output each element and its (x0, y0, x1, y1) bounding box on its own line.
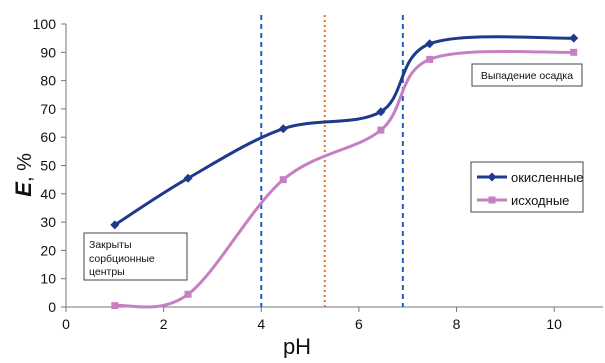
data-point-square (426, 55, 434, 63)
y-tick-label: 10 (40, 271, 56, 287)
legend-label-original: исходные (511, 193, 569, 208)
y-axis: 0 10 20 30 40 50 60 70 80 90 100 (33, 16, 67, 315)
x-axis-label: pH (283, 334, 311, 358)
x-tick-label: 4 (257, 316, 265, 332)
data-point-diamond (183, 173, 193, 183)
data-point-diamond (425, 39, 435, 49)
annotation-precipitation: Выпадение осадка (471, 63, 583, 87)
data-point-square (184, 290, 192, 298)
legend: окисленные исходные (470, 161, 584, 213)
data-point-diamond (110, 220, 120, 230)
y-axis-label-unit: , % (14, 153, 36, 182)
data-point-square (111, 302, 119, 310)
y-tick-label: 30 (40, 214, 56, 230)
annotation-precipitation-text: Выпадение осадка (481, 70, 573, 82)
annotation-closed-sites-text: Закрыты сорбционные центры (89, 239, 158, 278)
x-tick-label: 6 (355, 316, 363, 332)
y-tick-label: 80 (40, 73, 56, 89)
x-tick-label: 10 (546, 316, 562, 332)
reference-lines (260, 15, 404, 307)
x-axis: 0 2 4 6 8 10 (62, 306, 603, 332)
data-point-square (377, 126, 385, 134)
y-tick-label: 20 (40, 242, 56, 258)
data-point-diamond (376, 107, 386, 117)
legend-marker-oxidized (487, 172, 497, 182)
y-tick-label: 70 (40, 101, 56, 117)
data-point-diamond (278, 124, 288, 134)
y-tick-label: 0 (48, 299, 56, 315)
y-tick-label: 100 (33, 16, 57, 32)
y-axis-label-symbol: E (11, 181, 36, 197)
data-point-diamond (569, 33, 579, 43)
x-tick-label: 0 (62, 316, 70, 332)
y-tick-label: 50 (40, 158, 56, 174)
legend-label-oxidized: окисленные (511, 170, 583, 185)
x-tick-label: 2 (160, 316, 168, 332)
data-point-square (570, 48, 578, 56)
y-tick-label: 40 (40, 186, 56, 202)
y-tick-label: 90 (40, 44, 56, 60)
annotation-closed-sites: Закрыты сорбционные центры (83, 232, 188, 281)
y-tick-label: 60 (40, 129, 56, 145)
data-point-square (279, 176, 287, 184)
series-layer (110, 33, 579, 310)
x-tick-label: 8 (453, 316, 461, 332)
legend-marker-original (488, 196, 496, 204)
